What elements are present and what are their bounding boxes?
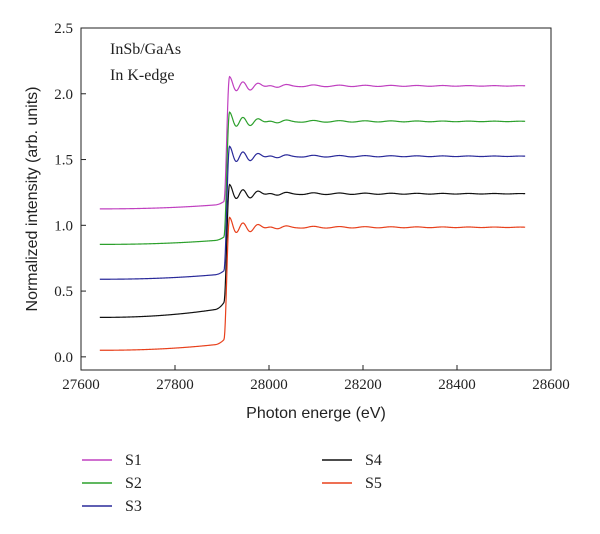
series-line-s2 xyxy=(99,111,526,245)
annotation-sample: InSb/GaAs xyxy=(110,41,181,58)
series-line-s4 xyxy=(99,183,526,318)
series-layer xyxy=(99,75,526,351)
x-tick-label: 28600 xyxy=(532,377,570,393)
plot-frame xyxy=(80,27,552,371)
x-axis: 27600 27800 28000 28200 28400 28600 xyxy=(62,365,570,393)
legend-label-s5: S5 xyxy=(365,475,382,492)
y-axis-title: Normalized intensity (arb. units) xyxy=(24,87,41,312)
series-line-s3 xyxy=(99,145,526,280)
x-tick-label: 27800 xyxy=(156,377,194,393)
legend-label-s4: S4 xyxy=(365,452,382,469)
legend: S1 S2 S3 S4 S5 xyxy=(82,452,382,515)
y-axis: 0.0 0.5 1.0 1.5 2.0 2.5 xyxy=(54,21,86,366)
y-tick-label: 0.0 xyxy=(54,350,73,366)
legend-label-s2: S2 xyxy=(125,475,142,492)
series-line-s1 xyxy=(99,75,526,210)
y-tick-label: 0.5 xyxy=(54,284,73,300)
y-tick-label: 1.0 xyxy=(54,218,73,234)
y-tick-label: 2.0 xyxy=(54,87,73,103)
x-tick-label: 28200 xyxy=(344,377,382,393)
legend-label-s3: S3 xyxy=(125,498,142,515)
series-line-s5 xyxy=(99,216,526,351)
legend-label-s1: S1 xyxy=(125,452,142,469)
x-tick-label: 28400 xyxy=(438,377,476,393)
x-tick-label: 28000 xyxy=(250,377,288,393)
annotation-edge: In K-edge xyxy=(110,67,174,84)
x-axis-title: Photon energe (eV) xyxy=(246,405,386,422)
y-tick-label: 1.5 xyxy=(54,153,73,169)
x-tick-label: 27600 xyxy=(62,377,100,393)
y-tick-label: 2.5 xyxy=(54,21,73,37)
